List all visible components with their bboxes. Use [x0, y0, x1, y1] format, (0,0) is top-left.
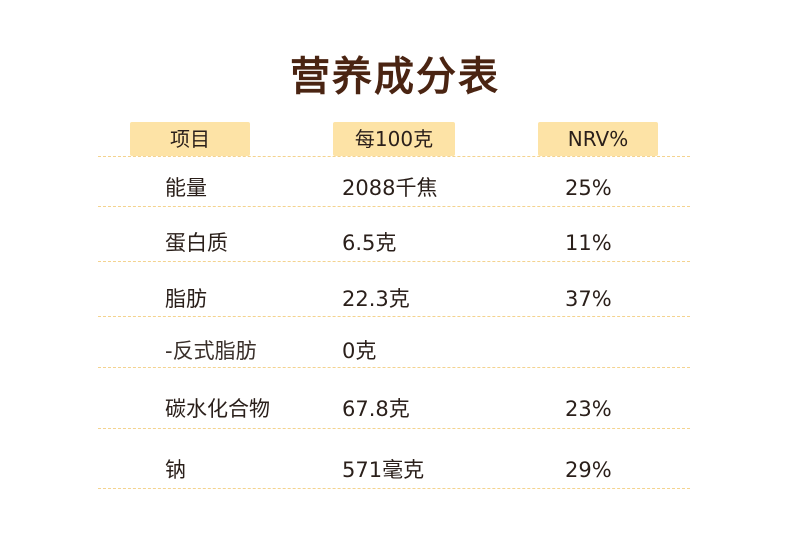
divider: [98, 367, 690, 368]
row-per-100g: 67.8克: [342, 397, 410, 421]
row-nrv: 37%: [565, 287, 612, 311]
divider: [98, 316, 690, 317]
row-per-100g: 2088千焦: [342, 176, 438, 200]
table-row: 蛋白质 6.5克 11%: [0, 223, 790, 263]
row-item: 脂肪: [165, 287, 207, 311]
row-item: -反式脂肪: [165, 339, 257, 363]
row-item: 蛋白质: [165, 231, 228, 255]
divider: [98, 206, 690, 207]
row-nrv: 29%: [565, 458, 612, 482]
row-nrv: 25%: [565, 176, 612, 200]
header-per-100g: 每100克: [333, 122, 455, 156]
table-row: 能量 2088千焦 25%: [0, 168, 790, 208]
row-item: 碳水化合物: [165, 397, 270, 421]
table-row: 钠 571毫克 29%: [0, 450, 790, 490]
header-item: 项目: [130, 122, 250, 156]
divider: [98, 156, 690, 157]
row-per-100g: 22.3克: [342, 287, 410, 311]
row-per-100g: 571毫克: [342, 458, 425, 482]
table-header: 项目 每100克 NRV%: [0, 122, 790, 156]
header-nrv: NRV%: [538, 122, 658, 156]
row-nrv: 23%: [565, 397, 612, 421]
divider: [98, 261, 690, 262]
row-per-100g: 0克: [342, 339, 377, 363]
divider: [98, 428, 690, 429]
row-item: 钠: [165, 458, 186, 482]
row-nrv: 11%: [565, 231, 612, 255]
page-title: 营养成分表: [290, 54, 500, 100]
row-per-100g: 6.5克: [342, 231, 397, 255]
table-row: 脂肪 22.3克 37%: [0, 279, 790, 319]
table-row: -反式脂肪 0克: [0, 331, 790, 371]
divider: [98, 488, 690, 489]
row-item: 能量: [165, 176, 207, 200]
table-row: 碳水化合物 67.8克 23%: [0, 389, 790, 429]
